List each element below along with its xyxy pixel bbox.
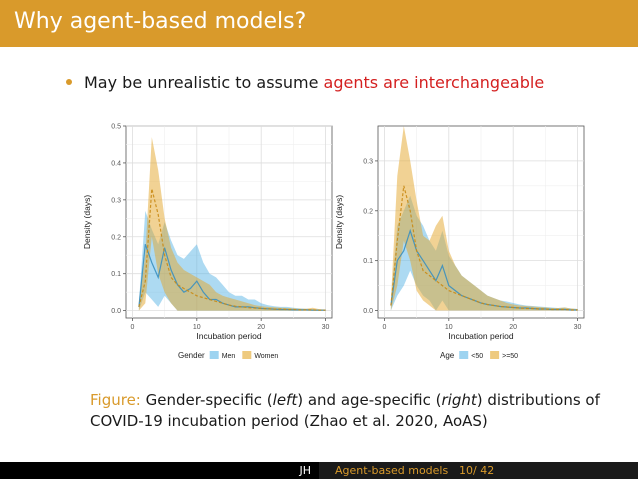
x-tick-label: 10 (193, 324, 201, 331)
legend-label: Women (254, 353, 278, 360)
y-tick-label: 0.3 (111, 197, 121, 204)
slide-title: Why agent-based models? (14, 9, 307, 34)
x-axis-label: Incubation period (448, 331, 513, 341)
mean-line-b (390, 185, 578, 311)
footer-title: Agent-based models (335, 464, 449, 477)
caption-left: left (272, 391, 298, 409)
ci-band-b (390, 126, 578, 311)
caption-part: Gender-specific ( (140, 391, 273, 409)
legend-label: <50 (471, 353, 483, 360)
legend-swatch-a (459, 351, 469, 359)
x-tick-label: 30 (322, 324, 330, 331)
x-tick-label: 20 (257, 324, 265, 331)
legend-swatch-b (242, 351, 252, 359)
gender-density-chart: 0 10 20 30 0.0 0.1 0.2 0.3 0.4 0.5 Incubation peri… (82, 124, 333, 360)
y-tick-label: 0.1 (363, 258, 373, 265)
y-tick-label: 0.0 (363, 308, 373, 315)
y-tick-label: 0.1 (111, 271, 121, 278)
y-tick-label: 0.4 (111, 160, 121, 167)
footer-right: Agent-based models 10/ 42 (319, 462, 638, 479)
footer-author: JH (299, 464, 311, 477)
legend-title: Gender (178, 351, 205, 360)
figure-caption: Figure: Gender-specific (left) and age-s… (90, 390, 610, 432)
bullet-text: May be unrealistic to assume (84, 73, 324, 92)
legend-label: Men (222, 353, 236, 360)
x-tick-label: 20 (509, 324, 517, 331)
x-axis-label: Incubation period (196, 331, 261, 341)
y-tick-label: 0.5 (111, 124, 121, 131)
y-tick-label: 0.2 (111, 234, 121, 241)
caption-part: ) distributions of COVID-19 incubation p… (90, 391, 600, 430)
mean-line-b (138, 188, 326, 311)
footer-left: JH (0, 462, 319, 479)
y-axis-label: Density (days) (334, 195, 344, 249)
caption-label: Figure: (90, 391, 141, 409)
y-axis-label: Density (days) (82, 195, 92, 249)
y-tick-label: 0.2 (363, 208, 373, 215)
y-tick-label: 0.0 (111, 308, 121, 315)
legend-swatch-b (490, 351, 500, 359)
caption-right: right (441, 391, 477, 409)
bullet-highlight: agents are interchangeable (323, 73, 545, 92)
legend-swatch-a (209, 351, 219, 359)
legend-label: >=50 (502, 353, 518, 360)
title-bar: Why agent-based models? (0, 0, 638, 47)
x-tick-label: 0 (382, 324, 386, 331)
x-tick-label: 0 (130, 324, 134, 331)
bullet-item: May be unrealistic to assume agents are … (66, 73, 544, 92)
y-tick-label: 0.3 (363, 158, 373, 165)
legend-title: Age (440, 351, 455, 360)
x-tick-label: 10 (445, 324, 453, 331)
x-tick-label: 30 (574, 324, 582, 331)
footer-bar: JH Agent-based models 10/ 42 (0, 462, 638, 479)
bullet-dot-icon (66, 78, 72, 85)
caption-part: ) and age-specific ( (297, 391, 442, 409)
age-density-chart: 0 10 20 30 0.0 0.1 0.2 0.3 Incubation period Dens… (334, 125, 585, 360)
footer-page-number: 10/ 42 (459, 464, 495, 477)
